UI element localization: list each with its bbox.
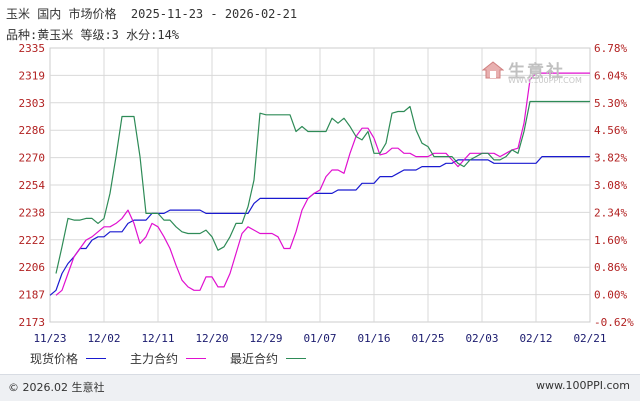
footer-site-link[interactable]: www.100PPI.com: [536, 379, 630, 392]
watermark-url: WWW.100PPI.COM: [508, 76, 582, 85]
legend-swatch-latest: [286, 357, 307, 360]
legend-swatch-main: [186, 357, 207, 360]
y-right-tick-label: 0.00%: [594, 289, 627, 302]
x-tick-label: 02/21: [573, 332, 606, 345]
y-left-tick-label: 2187: [19, 289, 46, 302]
series-lines: [49, 72, 590, 296]
legend-swatch-spot: [86, 357, 107, 360]
x-tick-label: 01/25: [411, 332, 444, 345]
house-logo-icon: [482, 60, 504, 78]
y-right-tick-label: 6.78%: [594, 42, 627, 55]
chart-title: 玉米 国内 市场价格 2025-11-23 - 2026-02-21: [6, 7, 298, 21]
right-axis-ticks: 6.78% 6.04% 5.30% 4.56% 3.82% 3.08% 2.34% 1.60%…: [594, 42, 634, 329]
footer-copyright[interactable]: © 2026.02 生意社: [8, 381, 105, 394]
y-right-tick-label: 3.82%: [594, 152, 627, 165]
y-left-tick-label: 2222: [19, 234, 46, 247]
x-tick-label: 12/11: [141, 332, 174, 345]
chart-subtitle: 品种:黄玉米 等级:3 水分:14%: [6, 28, 180, 42]
y-right-tick-label: 0.86%: [594, 261, 627, 274]
y-left-tick-label: 2173: [19, 316, 46, 329]
watermark: 生意社: [482, 57, 565, 82]
x-tick-label: 12/29: [249, 332, 282, 345]
grid: [49, 47, 591, 323]
y-right-tick-label: 5.30%: [594, 97, 627, 110]
legend-item-main: 主力合约: [130, 350, 207, 367]
y-right-tick-label: 4.56%: [594, 124, 627, 137]
y-right-tick-label: 2.34%: [594, 206, 627, 219]
main-contract-line: [55, 72, 590, 296]
y-left-tick-label: 2303: [19, 97, 46, 110]
y-left-tick-label: 2206: [19, 261, 46, 274]
y-right-tick-label: 6.04%: [594, 69, 627, 82]
legend-label-spot: 现货价格: [30, 352, 79, 366]
x-tick-label: 01/16: [357, 332, 390, 345]
legend-label-main: 主力合约: [130, 352, 179, 366]
y-right-tick-label: -0.62%: [594, 316, 634, 329]
x-tick-label: 12/02: [87, 332, 120, 345]
y-left-tick-label: 2254: [19, 179, 46, 192]
y-left-tick-label: 2238: [19, 206, 46, 219]
y-left-tick-label: 2286: [19, 124, 46, 137]
y-left-tick-label: 2270: [19, 152, 46, 165]
footer-band: [0, 374, 640, 401]
legend: 现货价格 主力合约 最近合约: [30, 350, 330, 367]
left-axis-ticks: 2335 2319 2303 2286 2270 2254 2238 2222 2206 2187…: [19, 42, 46, 329]
legend-item-spot: 现货价格: [30, 350, 107, 367]
y-right-tick-label: 3.08%: [594, 179, 627, 192]
latest-contract-line: [55, 100, 590, 274]
watermark-text: 生意社: [508, 62, 565, 82]
y-left-tick-label: 2319: [19, 69, 46, 82]
legend-label-latest: 最近合约: [230, 352, 279, 366]
y-right-tick-label: 1.60%: [594, 234, 627, 247]
x-tick-label: 01/07: [303, 332, 336, 345]
legend-item-latest: 最近合约: [230, 350, 307, 367]
x-tick-label: 02/03: [465, 332, 498, 345]
y-left-tick-label: 2335: [19, 42, 46, 55]
x-tick-label: 02/12: [519, 332, 552, 345]
x-axis-ticks: 11/23 12/02 12/11 12/20 12/29 01/07 01/16 01/25…: [33, 332, 606, 345]
x-tick-label: 12/20: [195, 332, 228, 345]
x-tick-label: 11/23: [33, 332, 66, 345]
spot-price-line: [49, 156, 590, 296]
